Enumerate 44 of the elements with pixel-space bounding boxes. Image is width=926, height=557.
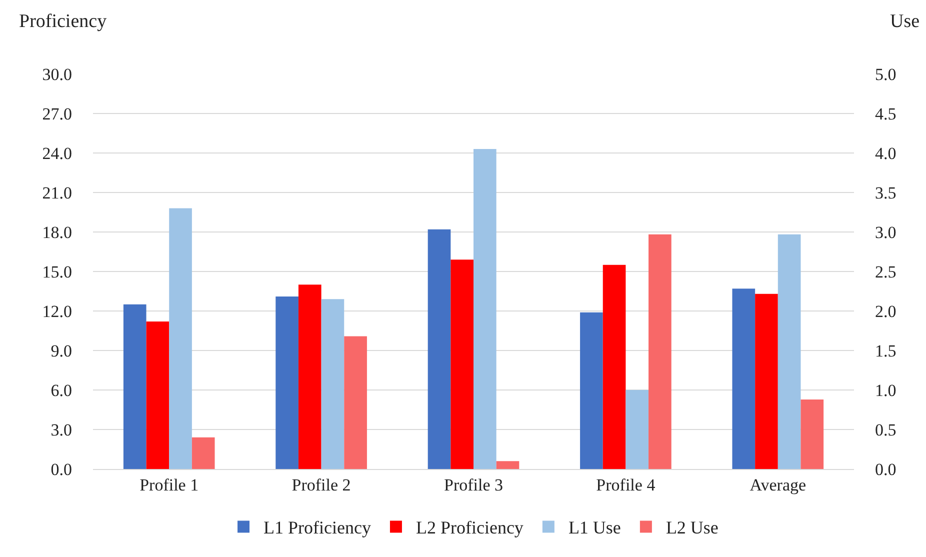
y-axis-title: Proficiency [19, 11, 108, 32]
legend-label: L2 Use [666, 518, 718, 538]
bar [428, 229, 451, 469]
x-tick-label: Profile 2 [292, 475, 351, 494]
legend-label: L2 Proficiency [416, 518, 524, 538]
y2-tick-label: 1.0 [875, 380, 896, 400]
bar [648, 234, 672, 469]
y2-tick-label: 3.0 [875, 222, 896, 242]
bar [602, 264, 626, 469]
bar [800, 399, 824, 469]
y2-tick-label: 2.0 [875, 302, 896, 321]
legend-label: L1 Proficiency [264, 518, 371, 538]
x-tick-label: Profile 4 [596, 475, 656, 494]
y2-tick-label: 4.0 [875, 144, 896, 163]
y2-tick-label: 2.5 [875, 262, 896, 282]
y-tick-label: 27.0 [42, 104, 72, 124]
bar [496, 461, 520, 469]
y2-tick-label: 0.0 [875, 460, 896, 479]
y2-axis-title: Use [890, 11, 920, 32]
y-tick-label: 21.0 [42, 183, 72, 202]
x-tick-label: Profile 3 [444, 475, 504, 494]
y-tick-label: 24.0 [42, 144, 72, 163]
y2-tick-label: 3.5 [875, 183, 896, 202]
y-tick-label: 9.0 [50, 341, 72, 360]
y-tick-label: 6.0 [50, 380, 72, 400]
y2-tick-label: 0.5 [875, 420, 896, 440]
y-tick-label: 3.0 [50, 420, 72, 440]
bar [192, 437, 215, 469]
bar [344, 336, 367, 469]
y2-tick-label: 4.5 [875, 104, 896, 124]
y-tick-label: 12.0 [42, 302, 72, 321]
y-tick-label: 15.0 [42, 262, 72, 282]
bar [276, 296, 298, 469]
bar [580, 312, 603, 469]
y2-tick-label: 5.0 [875, 64, 896, 84]
bar [123, 304, 146, 469]
y-tick-label: 0.0 [50, 460, 72, 479]
x-tick-label: Average [750, 475, 806, 494]
x-tick-label: Profile 1 [140, 475, 199, 494]
legend-label: L1 Use [568, 518, 621, 538]
y-tick-label: 18.0 [42, 222, 72, 242]
y-tick-label: 30.0 [42, 64, 72, 84]
y2-tick-label: 1.5 [875, 341, 896, 360]
bar [732, 288, 756, 469]
